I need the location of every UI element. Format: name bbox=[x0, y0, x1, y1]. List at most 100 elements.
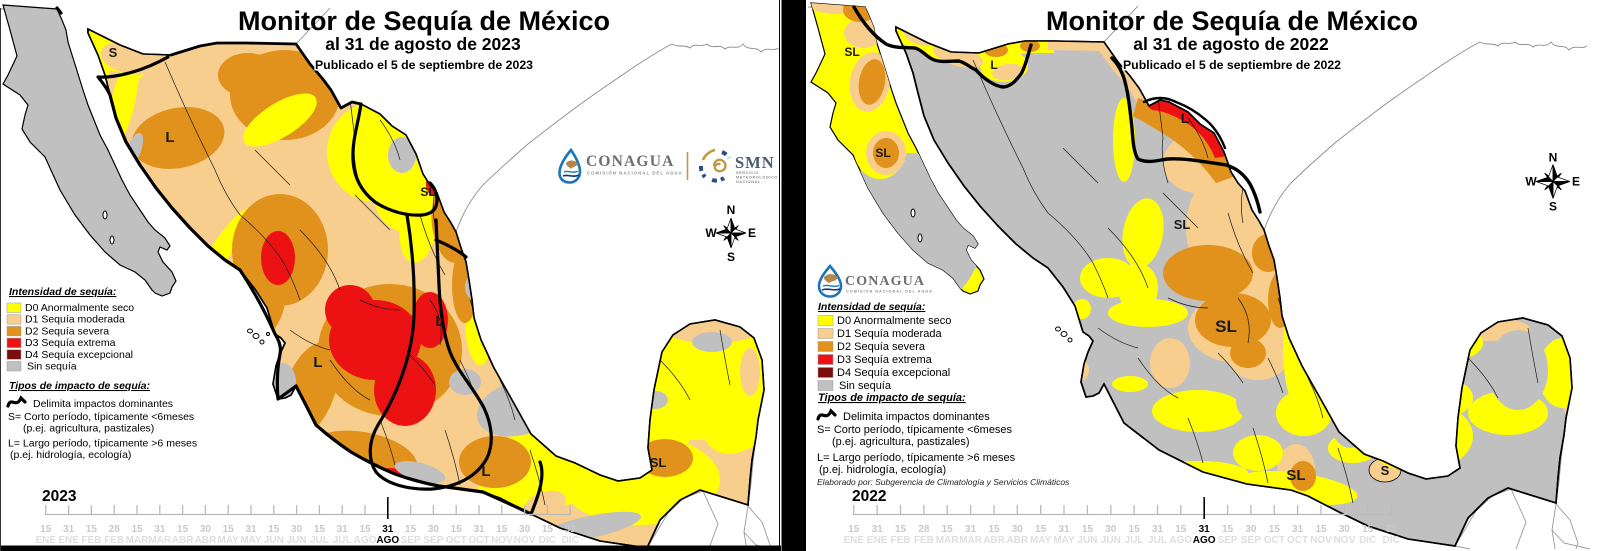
svg-text:AGO: AGO bbox=[376, 535, 399, 546]
svg-text:31: 31 bbox=[1386, 524, 1398, 535]
svg-text:JUN: JUN bbox=[1077, 535, 1097, 546]
svg-text:Intensidad de sequía:: Intensidad de sequía: bbox=[9, 286, 116, 298]
svg-text:SMN: SMN bbox=[735, 153, 775, 172]
svg-text:15: 15 bbox=[1315, 524, 1327, 535]
svg-text:31: 31 bbox=[1058, 524, 1070, 535]
svg-text:JUL: JUL bbox=[1148, 535, 1167, 546]
svg-text:31: 31 bbox=[245, 524, 257, 535]
svg-text:15: 15 bbox=[848, 524, 860, 535]
svg-text:15: 15 bbox=[1222, 524, 1234, 535]
svg-text:SEP: SEP bbox=[423, 535, 443, 546]
svg-text:D0 Anormalmente seco: D0 Anormalmente seco bbox=[25, 302, 134, 314]
svg-text:OCT: OCT bbox=[468, 535, 489, 546]
svg-text:AGO: AGO bbox=[354, 535, 377, 546]
svg-text:FEB: FEB bbox=[891, 535, 911, 546]
svg-text:SL: SL bbox=[1174, 217, 1191, 232]
svg-text:DIC: DIC bbox=[562, 535, 579, 546]
svg-text:L= Largo período, típicamente: L= Largo período, típicamente >6 meses bbox=[8, 438, 197, 450]
svg-text:CONAGUA: CONAGUA bbox=[586, 153, 674, 170]
svg-text:S= Corto período, típicamente: S= Corto período, típicamente <6meses bbox=[817, 424, 1013, 436]
svg-text:Sin sequía: Sin sequía bbox=[27, 361, 77, 373]
svg-text:ENE: ENE bbox=[36, 535, 57, 546]
svg-text:COMISIÓN NACIONAL DEL AGUA: COMISIÓN NACIONAL DEL AGUA bbox=[587, 171, 683, 176]
svg-text:15: 15 bbox=[1082, 524, 1094, 535]
svg-text:Tipos de impacto de sequía:: Tipos de impacto de sequía: bbox=[818, 392, 966, 404]
svg-text:L= Largo período, típicamente: L= Largo período, típicamente >6 meses bbox=[817, 452, 1016, 464]
svg-text:JUL: JUL bbox=[310, 535, 329, 546]
svg-text:MAY: MAY bbox=[1030, 535, 1052, 546]
svg-text:NOV: NOV bbox=[1334, 535, 1356, 546]
svg-text:31: 31 bbox=[965, 524, 977, 535]
svg-text:Monitor de Sequía de México: Monitor de Sequía de México bbox=[1046, 6, 1418, 36]
svg-text:AGO: AGO bbox=[1169, 535, 1192, 546]
svg-text:JUN: JUN bbox=[1101, 535, 1121, 546]
svg-text:D4 Sequía excepcional: D4 Sequía excepcional bbox=[837, 367, 950, 379]
svg-text:Delimita impactos dominantes: Delimita impactos dominantes bbox=[33, 398, 173, 410]
svg-text:S: S bbox=[1381, 463, 1390, 478]
svg-text:CONAGUA: CONAGUA bbox=[845, 274, 925, 289]
svg-text:MAY: MAY bbox=[1053, 535, 1075, 546]
svg-text:D2 Sequía severa: D2 Sequía severa bbox=[25, 325, 109, 337]
svg-text:15: 15 bbox=[542, 524, 554, 535]
svg-text:SL: SL bbox=[650, 455, 667, 470]
svg-text:W: W bbox=[1525, 175, 1537, 189]
svg-text:FEB: FEB bbox=[81, 535, 101, 546]
svg-text:15: 15 bbox=[1035, 524, 1047, 535]
svg-text:ABR: ABR bbox=[983, 535, 1005, 546]
svg-text:Tipos de impacto de sequía:: Tipos de impacto de sequía: bbox=[9, 380, 150, 392]
svg-text:31: 31 bbox=[872, 524, 884, 535]
svg-text:MAR: MAR bbox=[126, 535, 150, 546]
svg-text:15: 15 bbox=[314, 524, 326, 535]
svg-text:D3 Sequía extrema: D3 Sequía extrema bbox=[837, 354, 933, 366]
svg-text:15: 15 bbox=[1175, 524, 1187, 535]
svg-text:15: 15 bbox=[268, 524, 280, 535]
svg-text:ABR: ABR bbox=[172, 535, 194, 546]
svg-text:S: S bbox=[727, 250, 735, 264]
svg-text:(p.ej. agricultura, pastizales: (p.ej. agricultura, pastizales) bbox=[23, 423, 154, 435]
svg-text:MAY: MAY bbox=[218, 535, 240, 546]
svg-text:OCT: OCT bbox=[1287, 535, 1308, 546]
svg-text:31: 31 bbox=[337, 524, 349, 535]
svg-text:al 31 de agosto de 2022: al 31 de agosto de 2022 bbox=[1133, 34, 1329, 54]
svg-text:15: 15 bbox=[405, 524, 417, 535]
svg-text:SL: SL bbox=[844, 45, 859, 59]
svg-text:30: 30 bbox=[519, 524, 531, 535]
svg-text:MAY: MAY bbox=[240, 535, 262, 546]
svg-text:S: S bbox=[1549, 200, 1557, 214]
svg-text:MAR: MAR bbox=[148, 535, 172, 546]
svg-text:30: 30 bbox=[1012, 524, 1024, 535]
svg-text:28: 28 bbox=[918, 524, 930, 535]
svg-text:31: 31 bbox=[1152, 524, 1164, 535]
svg-text:30: 30 bbox=[291, 524, 303, 535]
svg-text:JUL: JUL bbox=[1125, 535, 1144, 546]
svg-text:15: 15 bbox=[359, 524, 371, 535]
svg-text:SL: SL bbox=[420, 185, 435, 199]
svg-text:15: 15 bbox=[496, 524, 508, 535]
svg-text:Monitor de Sequía de México: Monitor de Sequía de México bbox=[238, 6, 610, 36]
svg-text:Publicado el 5 de septiembre d: Publicado el 5 de septiembre de 2022 bbox=[1123, 58, 1341, 72]
svg-text:31: 31 bbox=[1292, 524, 1304, 535]
svg-text:(p.ej. hidrología, ecología): (p.ej. hidrología, ecología) bbox=[819, 464, 946, 476]
svg-text:L: L bbox=[990, 58, 997, 72]
svg-text:METEOROLÓGICO: METEOROLÓGICO bbox=[736, 175, 778, 180]
svg-text:al 31 de agosto de 2023: al 31 de agosto de 2023 bbox=[325, 34, 521, 54]
svg-text:N: N bbox=[727, 203, 736, 217]
svg-text:L: L bbox=[313, 354, 322, 371]
svg-text:W: W bbox=[705, 226, 717, 240]
svg-text:L: L bbox=[481, 463, 490, 480]
svg-text:JUN: JUN bbox=[264, 535, 284, 546]
svg-text:SEP: SEP bbox=[1241, 535, 1261, 546]
svg-text:15: 15 bbox=[895, 524, 907, 535]
svg-text:MAR: MAR bbox=[959, 535, 983, 546]
svg-text:Intensidad de sequía:: Intensidad de sequía: bbox=[818, 301, 925, 313]
svg-text:DIC: DIC bbox=[1382, 535, 1399, 546]
svg-text:2022: 2022 bbox=[852, 488, 886, 505]
svg-text:28: 28 bbox=[109, 524, 121, 535]
svg-text:MAR: MAR bbox=[936, 535, 960, 546]
svg-text:DIC: DIC bbox=[1359, 535, 1376, 546]
svg-text:N: N bbox=[1549, 151, 1558, 165]
svg-text:15: 15 bbox=[1362, 524, 1374, 535]
svg-text:D0 Anormalmente seco: D0 Anormalmente seco bbox=[837, 315, 951, 327]
svg-text:15: 15 bbox=[1129, 524, 1141, 535]
svg-text:ENE: ENE bbox=[58, 535, 79, 546]
